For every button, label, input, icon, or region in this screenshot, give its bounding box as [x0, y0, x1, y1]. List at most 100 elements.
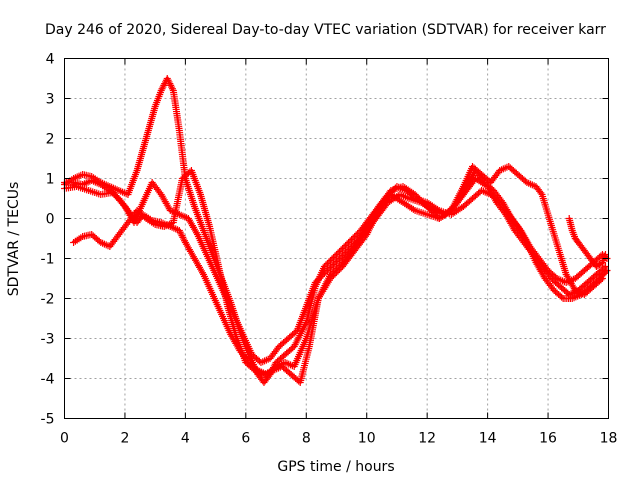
x-tick-label: 14 [479, 431, 497, 447]
data-point [177, 230, 185, 238]
data-point [328, 255, 336, 263]
data-point [325, 265, 333, 273]
y-axis-label: SDTVAR / TECUs [6, 182, 22, 297]
y-tick-label: 2 [46, 132, 55, 148]
x-tick-label: 16 [539, 431, 557, 447]
data-point [329, 261, 337, 268]
data-point [158, 85, 166, 93]
data-point [322, 268, 330, 276]
x-tick-label: 2 [120, 431, 129, 447]
data-point [157, 87, 165, 94]
data-point [431, 210, 439, 218]
x-tick-label: 12 [418, 431, 436, 447]
data-point [339, 245, 347, 252]
data-point [168, 85, 176, 93]
data-point [600, 264, 608, 272]
data-point [311, 279, 319, 286]
x-axis-label: GPS time / hours [277, 459, 394, 475]
x-tick-label: 4 [181, 431, 190, 447]
data-points [61, 75, 611, 386]
data-point [537, 189, 545, 197]
data-point [428, 207, 436, 215]
data-point [175, 227, 183, 234]
data-point [413, 192, 421, 200]
data-point [423, 203, 431, 210]
data-point [342, 242, 350, 249]
x-tick-label: 8 [302, 431, 311, 447]
data-point [425, 204, 433, 212]
data-point [163, 75, 171, 82]
data-point [322, 261, 330, 269]
data-point [160, 81, 168, 89]
data-point [164, 76, 172, 84]
data-point [336, 248, 344, 255]
data-point [317, 273, 325, 280]
data-point [336, 255, 344, 262]
y-tick-label: -1 [41, 252, 55, 268]
data-point [159, 83, 167, 91]
data-point [334, 249, 342, 257]
x-tick-label: 18 [600, 431, 618, 447]
data-point [422, 201, 430, 209]
data-point [411, 191, 419, 198]
data-point [168, 83, 176, 91]
x-tick-label: 10 [358, 431, 376, 447]
plot-frame [64, 58, 609, 419]
data-point [337, 246, 345, 254]
data-point [343, 240, 351, 248]
data-point [601, 263, 609, 270]
data-point [180, 235, 188, 243]
data-point [328, 262, 336, 270]
series-track-4 [61, 163, 606, 378]
data-point [334, 263, 342, 271]
data-point [326, 264, 334, 271]
data-point [178, 232, 186, 240]
data-point [326, 271, 334, 278]
data-point [409, 205, 417, 213]
data-point [331, 259, 339, 267]
data-point [334, 256, 342, 264]
data-point [331, 252, 339, 260]
data-point [420, 200, 428, 207]
x-tick-label: 6 [241, 431, 250, 447]
y-tick-label: -2 [41, 292, 55, 308]
data-point [336, 262, 344, 269]
data-point [316, 274, 324, 282]
data-point [328, 269, 336, 277]
data-point [337, 253, 345, 261]
y-tick-label: 4 [46, 52, 55, 68]
data-point [601, 251, 609, 258]
data-point [558, 293, 566, 301]
data-point [426, 206, 434, 213]
data-point [417, 197, 425, 204]
data-point [597, 276, 605, 284]
y-tick-label: 1 [46, 172, 55, 188]
data-point [319, 271, 327, 279]
y-tick-label: -4 [41, 372, 55, 388]
x-tick-label: 0 [60, 431, 69, 447]
data-point [331, 266, 339, 274]
data-point [325, 258, 333, 266]
data-point [416, 195, 424, 203]
data-point [333, 258, 340, 265]
y-tick-label: 0 [46, 212, 55, 228]
data-point [329, 268, 337, 275]
data-point [320, 270, 328, 277]
data-point [348, 236, 356, 243]
data-point [320, 263, 328, 270]
data-point [165, 78, 173, 86]
data-point [333, 251, 340, 258]
data-point [323, 267, 331, 274]
data-point [598, 275, 606, 282]
y-tick-label: -3 [41, 332, 55, 348]
data-point [326, 257, 334, 264]
data-point [349, 234, 357, 242]
data-point [345, 239, 353, 246]
y-tick-label: 3 [46, 92, 55, 108]
data-point [414, 194, 422, 201]
data-point [419, 198, 427, 206]
chart-title: Day 246 of 2020, Sidereal Day-to-day VTE… [45, 22, 606, 38]
data-point [323, 260, 331, 267]
